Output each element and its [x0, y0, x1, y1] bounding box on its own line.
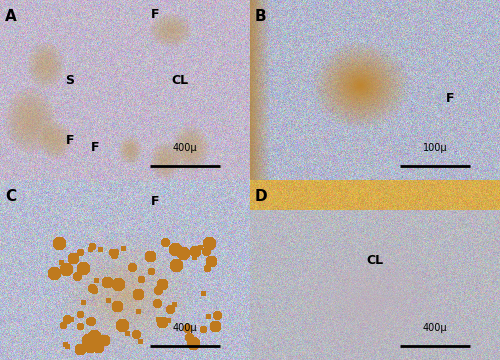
Text: S: S — [66, 75, 74, 87]
Text: 400μ: 400μ — [422, 323, 448, 333]
Text: F: F — [91, 141, 99, 154]
Text: F: F — [66, 134, 74, 147]
Text: 100μ: 100μ — [422, 143, 448, 153]
Text: F: F — [151, 195, 159, 208]
Text: 400μ: 400μ — [172, 323, 198, 333]
Text: C: C — [5, 189, 16, 204]
Text: D: D — [255, 189, 268, 204]
Text: F: F — [446, 93, 454, 105]
Text: F: F — [151, 8, 159, 21]
Text: 400μ: 400μ — [172, 143, 198, 153]
Text: B: B — [255, 9, 266, 24]
Text: CL: CL — [366, 255, 384, 267]
Text: A: A — [5, 9, 17, 24]
Text: CL: CL — [172, 75, 188, 87]
